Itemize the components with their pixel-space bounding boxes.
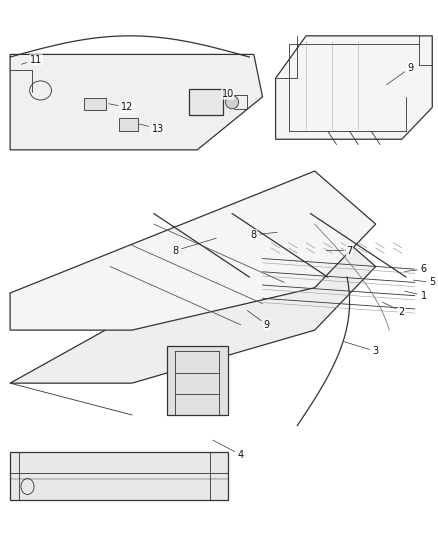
Text: 10: 10 <box>222 89 234 102</box>
Bar <box>84 99 106 110</box>
Text: 5: 5 <box>413 277 435 287</box>
Bar <box>119 118 138 131</box>
Polygon shape <box>167 346 228 415</box>
Polygon shape <box>10 54 262 150</box>
Text: 2: 2 <box>382 302 405 317</box>
Polygon shape <box>10 452 228 500</box>
Text: 8: 8 <box>251 230 277 240</box>
Text: 9: 9 <box>387 63 413 85</box>
Text: 12: 12 <box>109 102 134 112</box>
Text: 1: 1 <box>405 290 427 301</box>
Polygon shape <box>10 171 376 330</box>
Text: 11: 11 <box>21 55 42 64</box>
Text: 4: 4 <box>213 440 244 460</box>
Polygon shape <box>276 36 432 139</box>
Text: 13: 13 <box>139 124 164 134</box>
Text: 3: 3 <box>343 342 379 357</box>
Polygon shape <box>10 214 376 383</box>
Text: 7: 7 <box>326 246 353 256</box>
Text: 8: 8 <box>173 238 216 256</box>
Text: 6: 6 <box>405 264 427 274</box>
Ellipse shape <box>226 95 239 109</box>
Bar <box>188 89 223 115</box>
Text: 9: 9 <box>247 311 270 330</box>
